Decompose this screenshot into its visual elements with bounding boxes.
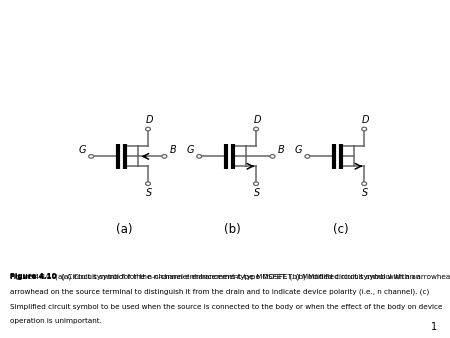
Text: S: S (254, 188, 260, 198)
Text: D: D (361, 115, 369, 125)
Circle shape (254, 182, 259, 186)
Circle shape (362, 127, 367, 131)
Circle shape (145, 182, 150, 186)
Text: (b): (b) (224, 223, 241, 236)
Circle shape (197, 154, 202, 158)
Text: Figure 4.10  (a) Circuit symbol for the n-channel enhancement-type MOSFET. (b) M: Figure 4.10 (a) Circuit symbol for the n… (10, 273, 450, 280)
Text: B: B (169, 145, 176, 155)
Text: G: G (79, 145, 86, 155)
Circle shape (89, 154, 94, 158)
Circle shape (162, 154, 167, 158)
Circle shape (362, 182, 367, 186)
Circle shape (305, 154, 310, 158)
Text: G: G (187, 145, 194, 155)
Circle shape (145, 127, 150, 131)
Circle shape (270, 154, 275, 158)
Text: S: S (146, 188, 152, 198)
Text: D: D (145, 115, 153, 125)
Text: (a): (a) (116, 223, 132, 236)
Text: Figure 4.10: Figure 4.10 (10, 274, 57, 280)
Text: arrowhead on the source terminal to distinguish it from the drain and to indicat: arrowhead on the source terminal to dist… (10, 289, 429, 295)
Text: (a) Circuit symbol for the n-channel enhancement-type MOSFET. (b) Modified circu: (a) Circuit symbol for the n-channel enh… (59, 274, 420, 280)
Text: 1: 1 (431, 322, 437, 332)
Text: Figure 4.10: Figure 4.10 (10, 273, 57, 279)
Text: G: G (295, 145, 302, 155)
Text: S: S (362, 188, 369, 198)
Text: D: D (253, 115, 261, 125)
Circle shape (254, 127, 259, 131)
Text: (c): (c) (333, 223, 348, 236)
Text: Simplified circuit symbol to be used when the source is connected to the body or: Simplified circuit symbol to be used whe… (10, 304, 442, 310)
Text: operation is unimportant.: operation is unimportant. (10, 318, 102, 324)
Text: B: B (277, 145, 284, 155)
